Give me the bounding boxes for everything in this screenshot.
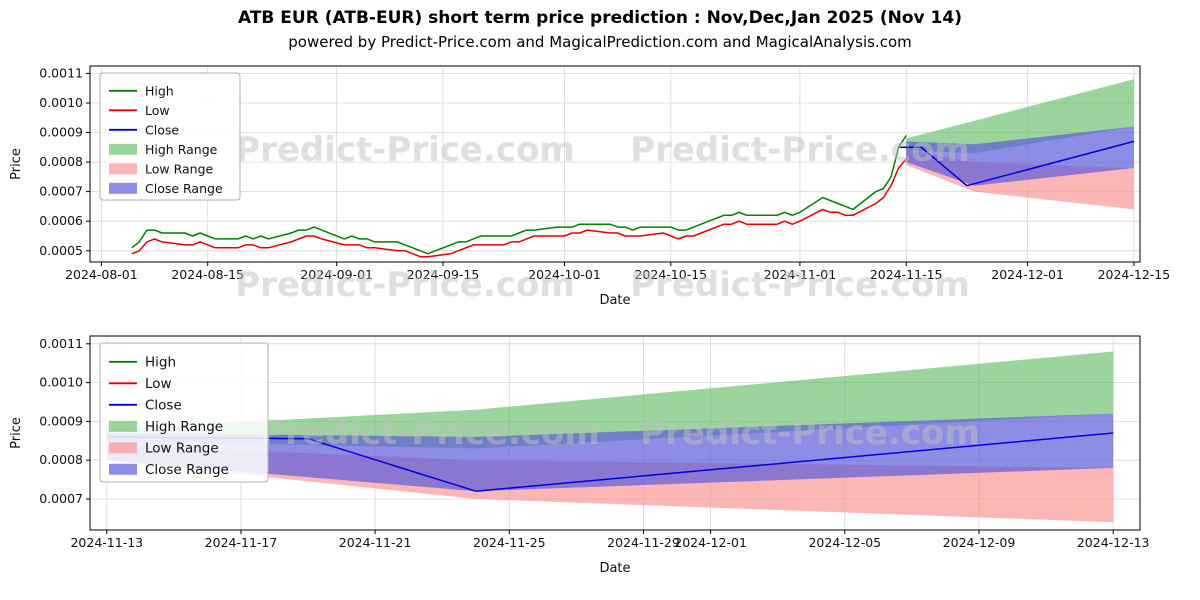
x-tick-label: 2024-11-15 xyxy=(870,267,943,282)
x-tick-label: 2024-10-01 xyxy=(528,267,601,282)
x-tick-label: 2024-08-15 xyxy=(171,267,244,282)
x-tick-label: 2024-11-01 xyxy=(764,267,837,282)
legend-swatch-high_range xyxy=(109,420,137,432)
chart-legend: High Low Close High Range Low Range Close Ran… xyxy=(99,342,269,483)
history-chart: 0.0005 0.0006 0.0007 0.0008 0.0009 0.0010 0.00… xyxy=(9,65,1170,308)
legend-label: Low xyxy=(145,103,170,118)
y-tick-label: 0.0008 xyxy=(39,452,83,467)
watermark: Predict-Price.com Predict-Price.com Predic… xyxy=(235,130,970,305)
legend-label: Close xyxy=(145,122,179,137)
chart-title: ATB EUR (ATB-EUR) short term price predi… xyxy=(238,8,962,28)
plot-frame xyxy=(89,335,1141,531)
legend-label: High Range xyxy=(145,142,218,157)
y-tick-label: 0.0010 xyxy=(39,95,83,110)
forecast-detail-chart: 0.0007 0.0008 0.0009 0.0010 0.0011 2024-11-13… xyxy=(9,335,1150,576)
watermark-text: Predict-Price.com xyxy=(235,265,575,305)
x-tick-label: 2024-11-17 xyxy=(205,535,278,550)
legend-swatch-high_range xyxy=(109,143,137,155)
y-tick-label: 0.0007 xyxy=(39,184,83,199)
x-tick-label: 2024-12-01 xyxy=(991,267,1064,282)
y-tick-label: 0.0006 xyxy=(39,213,83,228)
y-axis-label: Price xyxy=(9,417,24,449)
legend-swatch-close_range xyxy=(109,182,137,194)
x-axis-label: Date xyxy=(599,561,630,576)
line-close xyxy=(898,140,1135,187)
legend-label: Close Range xyxy=(145,181,223,196)
band-close_range xyxy=(106,413,1114,492)
x-tick-label: 2024-12-15 xyxy=(1098,267,1171,282)
x-tick-label: 2024-12-05 xyxy=(808,535,881,550)
forecast-bands xyxy=(106,351,1114,523)
axis-ticks: 0.0007 0.0008 0.0009 0.0010 0.0011 2024-11-13… xyxy=(39,336,1149,550)
legend-box xyxy=(99,342,269,483)
y-tick-label: 0.0010 xyxy=(39,375,83,390)
y-tick-label: 0.0009 xyxy=(39,413,83,428)
y-tick-label: 0.0005 xyxy=(39,243,83,258)
watermark-text: Predict-Price.com xyxy=(640,413,980,453)
x-tick-label: 2024-11-21 xyxy=(339,535,412,550)
gridlines xyxy=(90,66,1140,262)
chart-subtitle: powered by Predict-Price.com and Magical… xyxy=(288,33,912,51)
legend-label: Close xyxy=(145,397,182,413)
y-tick-label: 0.0009 xyxy=(39,125,83,140)
x-tick-label: 2024-11-25 xyxy=(473,535,546,550)
x-tick-label: 2024-11-29 xyxy=(607,535,680,550)
watermark-text: Predict-Price.com xyxy=(235,130,575,170)
x-tick-label: 2024-08-01 xyxy=(65,267,138,282)
legend-swatch-low_range xyxy=(109,163,137,175)
legend-label: Close Range xyxy=(145,462,229,478)
y-tick-label: 0.0011 xyxy=(39,65,83,80)
band-close_range xyxy=(906,126,1134,186)
x-tick-label: 2024-10-15 xyxy=(634,267,707,282)
legend-swatch-low_range xyxy=(109,442,137,454)
legend-label: High Range xyxy=(145,419,223,435)
watermark-text: Predict-Price.com xyxy=(260,413,600,453)
legend-swatch-close_range xyxy=(109,463,137,475)
x-axis-label: Date xyxy=(599,293,630,308)
x-tick-label: 2024-12-13 xyxy=(1077,535,1150,550)
x-tick-label: 2024-09-01 xyxy=(300,267,373,282)
forecast-bands xyxy=(906,79,1134,210)
legend-label: High xyxy=(145,83,174,98)
legend-label: Low Range xyxy=(145,440,219,456)
plot-frame xyxy=(89,65,1141,263)
watermark-text: Predict-Price.com xyxy=(630,265,970,305)
x-tick-label: 2024-11-13 xyxy=(70,535,143,550)
watermark: Predict-Price.com Predict-Price.com xyxy=(260,413,980,453)
x-tick-label: 2024-12-01 xyxy=(674,535,747,550)
legend-label: Low xyxy=(145,376,172,392)
axis-ticks: 0.0005 0.0006 0.0007 0.0008 0.0009 0.0010 0.00… xyxy=(39,65,1170,282)
y-tick-label: 0.0008 xyxy=(39,154,83,169)
watermark-text: Predict-Price.com xyxy=(630,130,970,170)
line-low xyxy=(131,158,907,258)
price-lines xyxy=(131,135,1135,258)
legend-label: High xyxy=(145,354,176,370)
line-high xyxy=(131,135,907,255)
y-tick-label: 0.0007 xyxy=(39,491,83,506)
chart-legend: High Low Close High Range Low Range Close Ran… xyxy=(99,72,241,201)
x-tick-label: 2024-09-15 xyxy=(407,267,480,282)
y-axis-label: Price xyxy=(9,148,24,180)
y-tick-label: 0.0011 xyxy=(39,336,83,351)
x-tick-label: 2024-12-09 xyxy=(943,535,1016,550)
legend-label: Low Range xyxy=(145,161,214,176)
